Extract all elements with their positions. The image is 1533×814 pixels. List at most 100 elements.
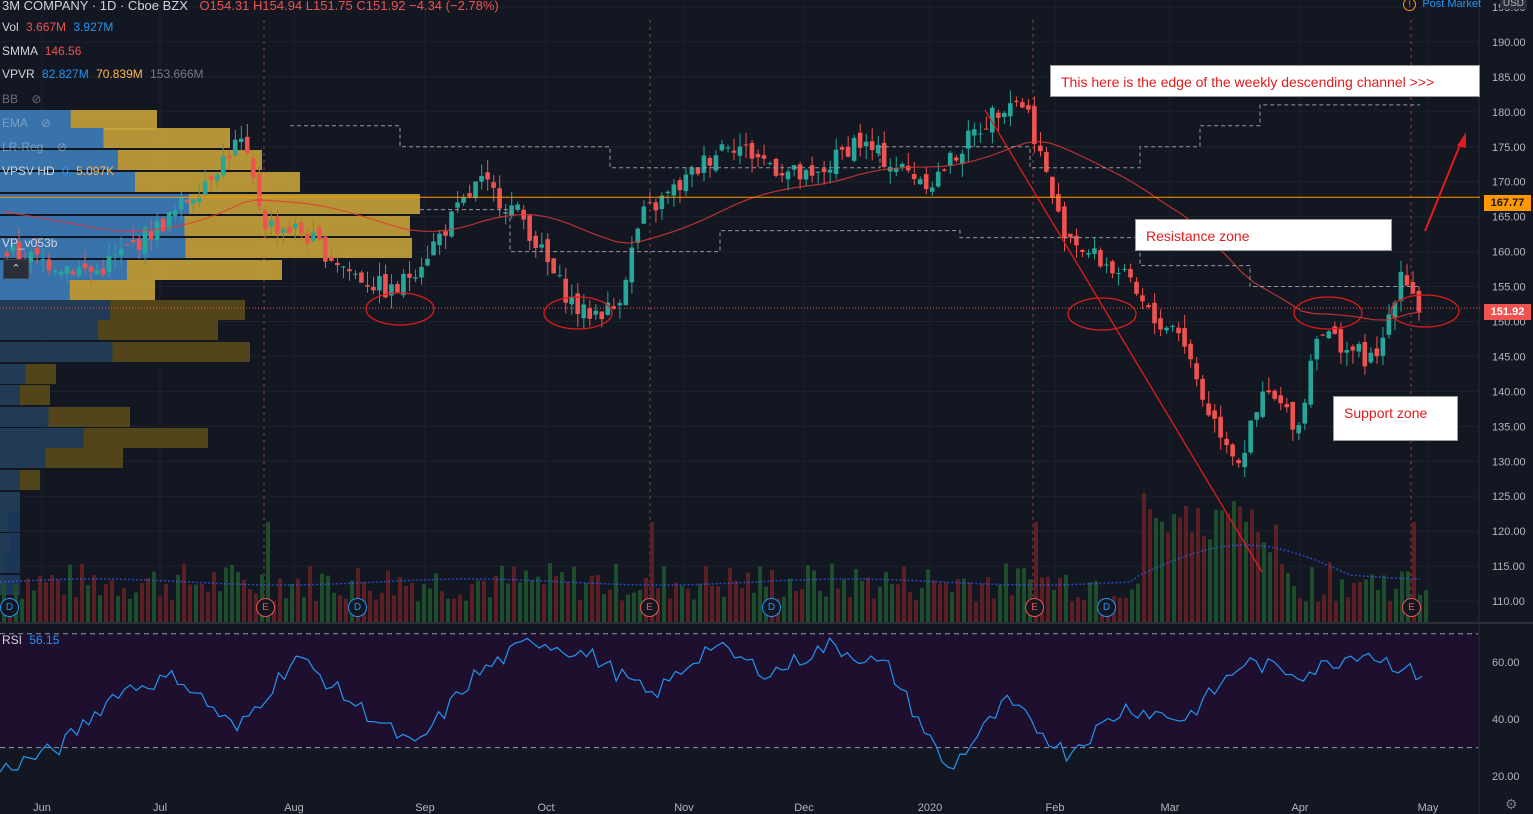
volume-bar xyxy=(860,580,864,622)
volume-bar xyxy=(890,584,894,622)
volume-bar xyxy=(1274,524,1278,622)
indicator-vpsv[interactable]: VPSV HD 0 5.097K xyxy=(2,164,114,178)
candle-body xyxy=(1242,452,1247,468)
candle-body xyxy=(863,141,869,147)
candle-body xyxy=(971,129,977,136)
volume-bar xyxy=(1238,506,1242,622)
candle-body xyxy=(647,202,653,204)
indicator-name: VP_v053b xyxy=(2,236,58,250)
earnings-marker[interactable]: E xyxy=(640,598,659,617)
candle-body xyxy=(575,293,581,314)
dividend-marker[interactable]: D xyxy=(348,598,367,617)
indicator-value: 0 xyxy=(62,164,69,178)
volume-bar xyxy=(572,566,576,622)
volume-bar xyxy=(404,585,408,622)
indicator-vol[interactable]: Vol 3.667M 3.927M xyxy=(2,20,113,34)
volume-bar xyxy=(920,588,924,622)
volume-bar xyxy=(1052,590,1056,622)
candle-body xyxy=(124,243,130,245)
candle-body xyxy=(815,171,821,173)
volume-profile-bar xyxy=(0,280,70,300)
candle-body xyxy=(52,271,58,273)
volume-bar xyxy=(908,592,912,622)
candle-body xyxy=(166,211,172,230)
volume-bar xyxy=(1082,599,1086,622)
candle-body xyxy=(389,284,394,296)
volume-profile-bar xyxy=(0,470,20,490)
indicator-smma[interactable]: SMMA 146.56 xyxy=(2,44,81,58)
indicator-bb[interactable]: BB ⊘ xyxy=(2,92,41,106)
dividend-marker[interactable]: D xyxy=(1097,598,1116,617)
earnings-marker[interactable]: E xyxy=(1025,598,1044,617)
volume-bar xyxy=(680,585,684,622)
volume-bar xyxy=(626,594,630,622)
volume-bar xyxy=(242,579,246,622)
candle-body xyxy=(1410,281,1416,294)
candle-body xyxy=(1332,326,1338,334)
volume-bar xyxy=(1304,601,1308,622)
indicator-lr-reg[interactable]: LR-Reg ⊘ xyxy=(2,140,67,154)
candle-body xyxy=(112,254,118,256)
candle-body xyxy=(1248,420,1253,453)
volume-bar xyxy=(374,599,378,622)
y-tick-label: 120.00 xyxy=(1492,526,1526,538)
volume-bar xyxy=(524,570,528,622)
candle-body xyxy=(1224,438,1229,445)
volume-bar xyxy=(674,582,678,622)
volume-bar xyxy=(80,563,84,622)
volume-bar xyxy=(578,599,582,622)
candle-body xyxy=(587,308,593,319)
volume-bar xyxy=(1130,589,1134,622)
candle-body xyxy=(1014,100,1019,102)
candle-body xyxy=(130,239,136,242)
rsi-legend[interactable]: RSI 56.15 xyxy=(2,633,59,647)
candle-body xyxy=(797,164,803,180)
x-tick-label: Dec xyxy=(794,802,814,814)
indicator-value: 5.097K xyxy=(76,164,115,178)
volume-bar xyxy=(614,563,618,622)
dividend-marker[interactable]: D xyxy=(0,598,19,617)
candle-body xyxy=(274,216,280,234)
volume-bar xyxy=(1076,597,1080,622)
candle-body xyxy=(977,133,983,135)
post-market-indicator[interactable]: ! Post Market xyxy=(1403,0,1481,11)
annotation-resistance[interactable]: Resistance zone xyxy=(1135,219,1392,251)
volume-bar xyxy=(308,566,312,622)
candle-body xyxy=(250,158,256,178)
volume-bar xyxy=(944,582,948,622)
earnings-marker[interactable]: E xyxy=(256,598,275,617)
indicator-ema[interactable]: EMA ⊘ xyxy=(2,116,51,130)
earnings-marker[interactable]: E xyxy=(1402,598,1421,617)
candle-body xyxy=(1212,410,1217,419)
collapse-legend-button[interactable]: ⌃ xyxy=(3,259,29,279)
volume-bar xyxy=(1040,577,1044,622)
volume-bar xyxy=(110,580,114,622)
y-tick-label: 155.00 xyxy=(1492,282,1526,294)
candle-body xyxy=(293,223,298,229)
hidden-eye-icon[interactable]: ⊘ xyxy=(31,92,42,106)
volume-bar xyxy=(1310,567,1314,622)
rsi-value: 56.15 xyxy=(29,633,60,647)
support-ellipse xyxy=(1067,297,1137,331)
candle-body xyxy=(1230,444,1235,457)
volume-bar xyxy=(188,584,192,622)
candle-body xyxy=(347,269,352,272)
volume-bar xyxy=(122,587,126,622)
indicator-vp[interactable]: VP_v053b xyxy=(2,236,57,250)
volume-bar xyxy=(1394,588,1398,622)
indicator-vpvr[interactable]: VPVR 82.827M 70.839M 153.666M xyxy=(2,67,204,81)
hidden-eye-icon[interactable]: ⊘ xyxy=(56,140,67,154)
candle-body xyxy=(76,267,82,277)
volume-bar xyxy=(788,578,792,622)
volume-bar xyxy=(1094,580,1098,622)
hidden-eye-icon[interactable]: ⊘ xyxy=(40,116,51,130)
settings-gear-icon[interactable]: ⚙ xyxy=(1505,796,1518,812)
annotation-support[interactable]: Support zone xyxy=(1333,396,1458,441)
dividend-marker[interactable]: D xyxy=(762,598,781,617)
annotation-channel[interactable]: This here is the edge of the weekly desc… xyxy=(1050,65,1480,97)
candle-body xyxy=(1416,290,1422,312)
indicator-value: 82.827M xyxy=(42,67,89,81)
candle-body xyxy=(1194,363,1199,380)
volume-bar xyxy=(806,565,810,622)
